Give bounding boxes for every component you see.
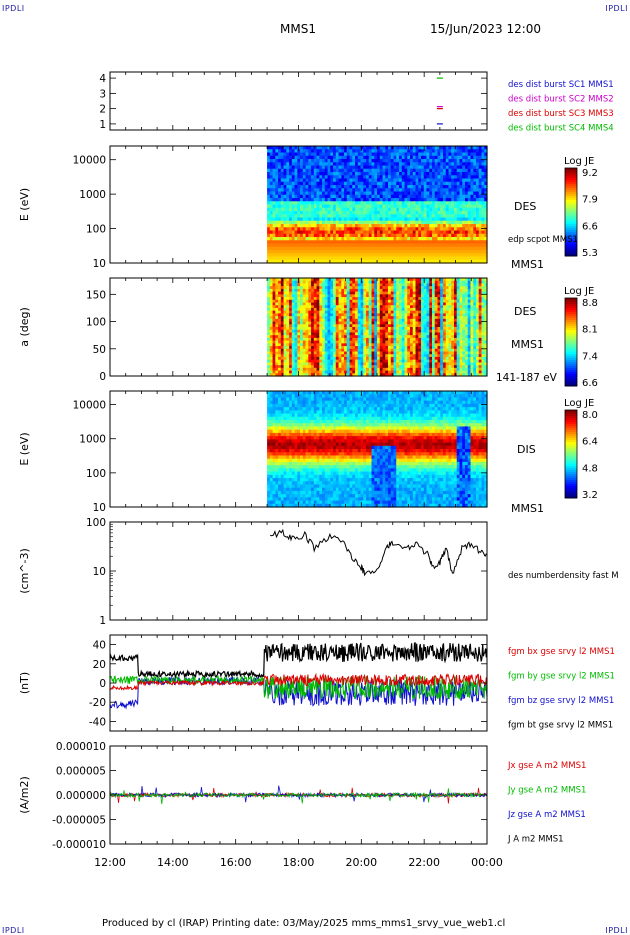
legend-entry: des dist burst SC1 MMS1 [508,80,614,90]
y-tick-label: 1 [99,119,106,131]
y-tick-label: 10000 [73,155,106,167]
panel-label: MMS1 [511,258,544,271]
colorbar-title: Log JE [564,156,594,167]
colorbar-tick: 6.6 [582,221,598,232]
y-tick-label: 100 [86,224,106,236]
legend-entry: des dist burst SC2 MMS2 [508,95,614,105]
panel-label: DES [514,200,536,213]
y-tick-label: 2 [99,104,106,116]
panel-label: edp scpot MMS1 [508,235,578,245]
colorbar-tick: 7.9 [582,195,598,206]
y-axis-label: E (eV) [18,188,31,221]
colorbar-tick: 5.3 [582,248,598,259]
y-tick-label: 1000 [79,189,106,201]
colorbar-tick: 9.2 [582,168,598,179]
legend-entry: des dist burst SC4 MMS4 [508,124,614,134]
y-tick-label: 3 [99,88,106,100]
y-tick-label: 10 [93,258,106,270]
y-tick-label: 4 [99,73,106,85]
legend-entry: des dist burst SC3 MMS3 [508,109,614,119]
plot-area: 1 2 3 4 des dist burst SC1 MMS1 des dist burs… [0,0,630,900]
panel-burst-frame [110,72,487,130]
